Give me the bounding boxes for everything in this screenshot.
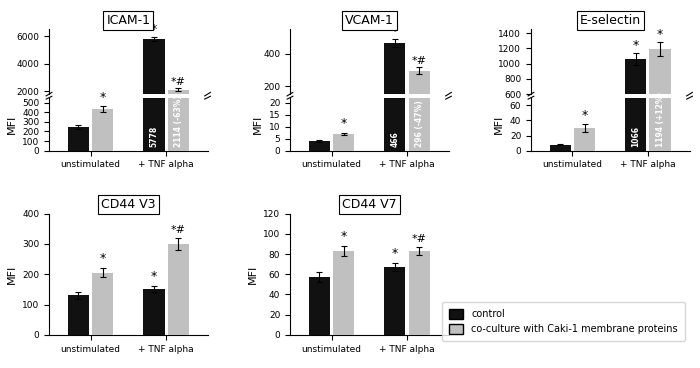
Bar (650, 49, 671, 140)
Title: E-selectin: E-selectin (580, 14, 641, 27)
Bar (550, 145, 571, 151)
Text: 2114 (-63%): 2114 (-63%) (174, 95, 183, 147)
Text: 1066: 1066 (631, 126, 640, 147)
Bar (574, 138, 595, 140)
Text: *#: *# (171, 225, 186, 235)
Bar (144, 39, 164, 119)
Y-axis label: MFI: MFI (494, 114, 504, 134)
Bar (384, 267, 405, 335)
Text: *: * (150, 270, 157, 283)
Bar (409, 251, 430, 335)
Text: *#: *# (171, 78, 186, 88)
Text: *: * (582, 109, 588, 122)
Bar (68, 127, 89, 151)
Bar (309, 141, 330, 151)
Bar (333, 117, 354, 118)
Text: 5778: 5778 (149, 126, 158, 147)
Text: *: * (150, 23, 157, 36)
Bar (384, 0, 405, 151)
Text: *: * (633, 39, 639, 52)
Bar (144, 289, 164, 335)
Title: VCAM-1: VCAM-1 (345, 14, 393, 27)
Bar (333, 251, 354, 335)
Bar (68, 116, 89, 119)
Text: *: * (340, 230, 346, 243)
Title: CD44 V7: CD44 V7 (342, 198, 397, 211)
Bar (167, 244, 189, 335)
Bar (92, 113, 113, 119)
Text: *#: *# (412, 56, 426, 66)
Y-axis label: MFI: MFI (248, 265, 258, 284)
Bar (625, 0, 647, 151)
Bar (92, 109, 113, 151)
Bar (550, 139, 571, 140)
Bar (574, 128, 595, 151)
Text: *#: *# (412, 234, 426, 244)
Bar (384, 43, 405, 118)
Bar (68, 296, 89, 335)
Bar (625, 59, 647, 140)
Bar (409, 0, 430, 151)
Text: *: * (657, 28, 663, 41)
Y-axis label: MFI: MFI (6, 114, 17, 134)
Bar (309, 277, 330, 335)
Text: *: * (99, 252, 106, 265)
Text: 466: 466 (391, 131, 400, 147)
Text: *: * (99, 91, 106, 104)
Bar (409, 71, 430, 118)
Text: *: * (392, 25, 398, 38)
Bar (92, 273, 113, 335)
Text: *: * (392, 247, 398, 260)
Text: 1194 (+12%): 1194 (+12%) (656, 92, 664, 147)
Title: CD44 V3: CD44 V3 (101, 198, 155, 211)
Bar (650, 0, 671, 151)
Bar (167, 90, 189, 119)
Text: 296 (-47%): 296 (-47%) (414, 100, 424, 147)
Text: *: * (340, 117, 346, 131)
Title: ICAM-1: ICAM-1 (106, 14, 150, 27)
Bar (167, 0, 189, 151)
Y-axis label: MFI: MFI (253, 114, 263, 134)
Legend: control, co-culture with Caki-1 membrane proteins: control, co-culture with Caki-1 membrane… (442, 302, 685, 341)
Bar (144, 0, 164, 151)
Y-axis label: MFI: MFI (6, 265, 17, 284)
Bar (333, 134, 354, 151)
